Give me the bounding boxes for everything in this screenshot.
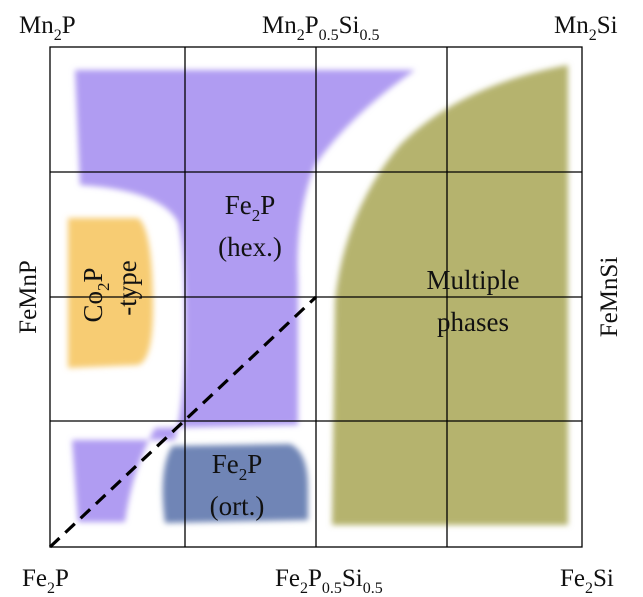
fe2p-hex-region	[72, 70, 415, 522]
label-fe2si: Fe2Si	[560, 565, 614, 597]
label-femnp: FeMnP	[15, 260, 42, 334]
label-fe2p: Fe2P	[22, 565, 69, 597]
label-ort-line2: (ort.)	[210, 491, 265, 521]
label-multiple-line2: phases	[437, 307, 509, 337]
label-femnsi: FeMnSi	[596, 257, 623, 338]
co2p-type-region	[68, 218, 154, 368]
label-co2p-line2: -type	[112, 260, 142, 315]
label-ort-line1: Fe2P	[212, 449, 263, 484]
diagram-frame	[49, 46, 583, 548]
label-mn2si: Mn2Si	[554, 12, 618, 44]
label-hex-line1: Fe2P	[225, 190, 276, 225]
label-mn2p05si05: Mn2P0.5Si0.5	[262, 12, 380, 44]
fe2p-ort-region	[162, 444, 308, 523]
multiple-phases-region	[332, 65, 568, 525]
label-hex-line2: (hex.)	[218, 232, 282, 262]
label-fe2p05si05: Fe2P0.5Si0.5	[275, 565, 383, 597]
label-mn2p: Mn2P	[19, 12, 76, 44]
label-co2p-line1: Co2P	[78, 267, 113, 322]
label-multiple-line1: Multiple	[427, 265, 520, 295]
dashed-diagonal	[48, 295, 318, 549]
